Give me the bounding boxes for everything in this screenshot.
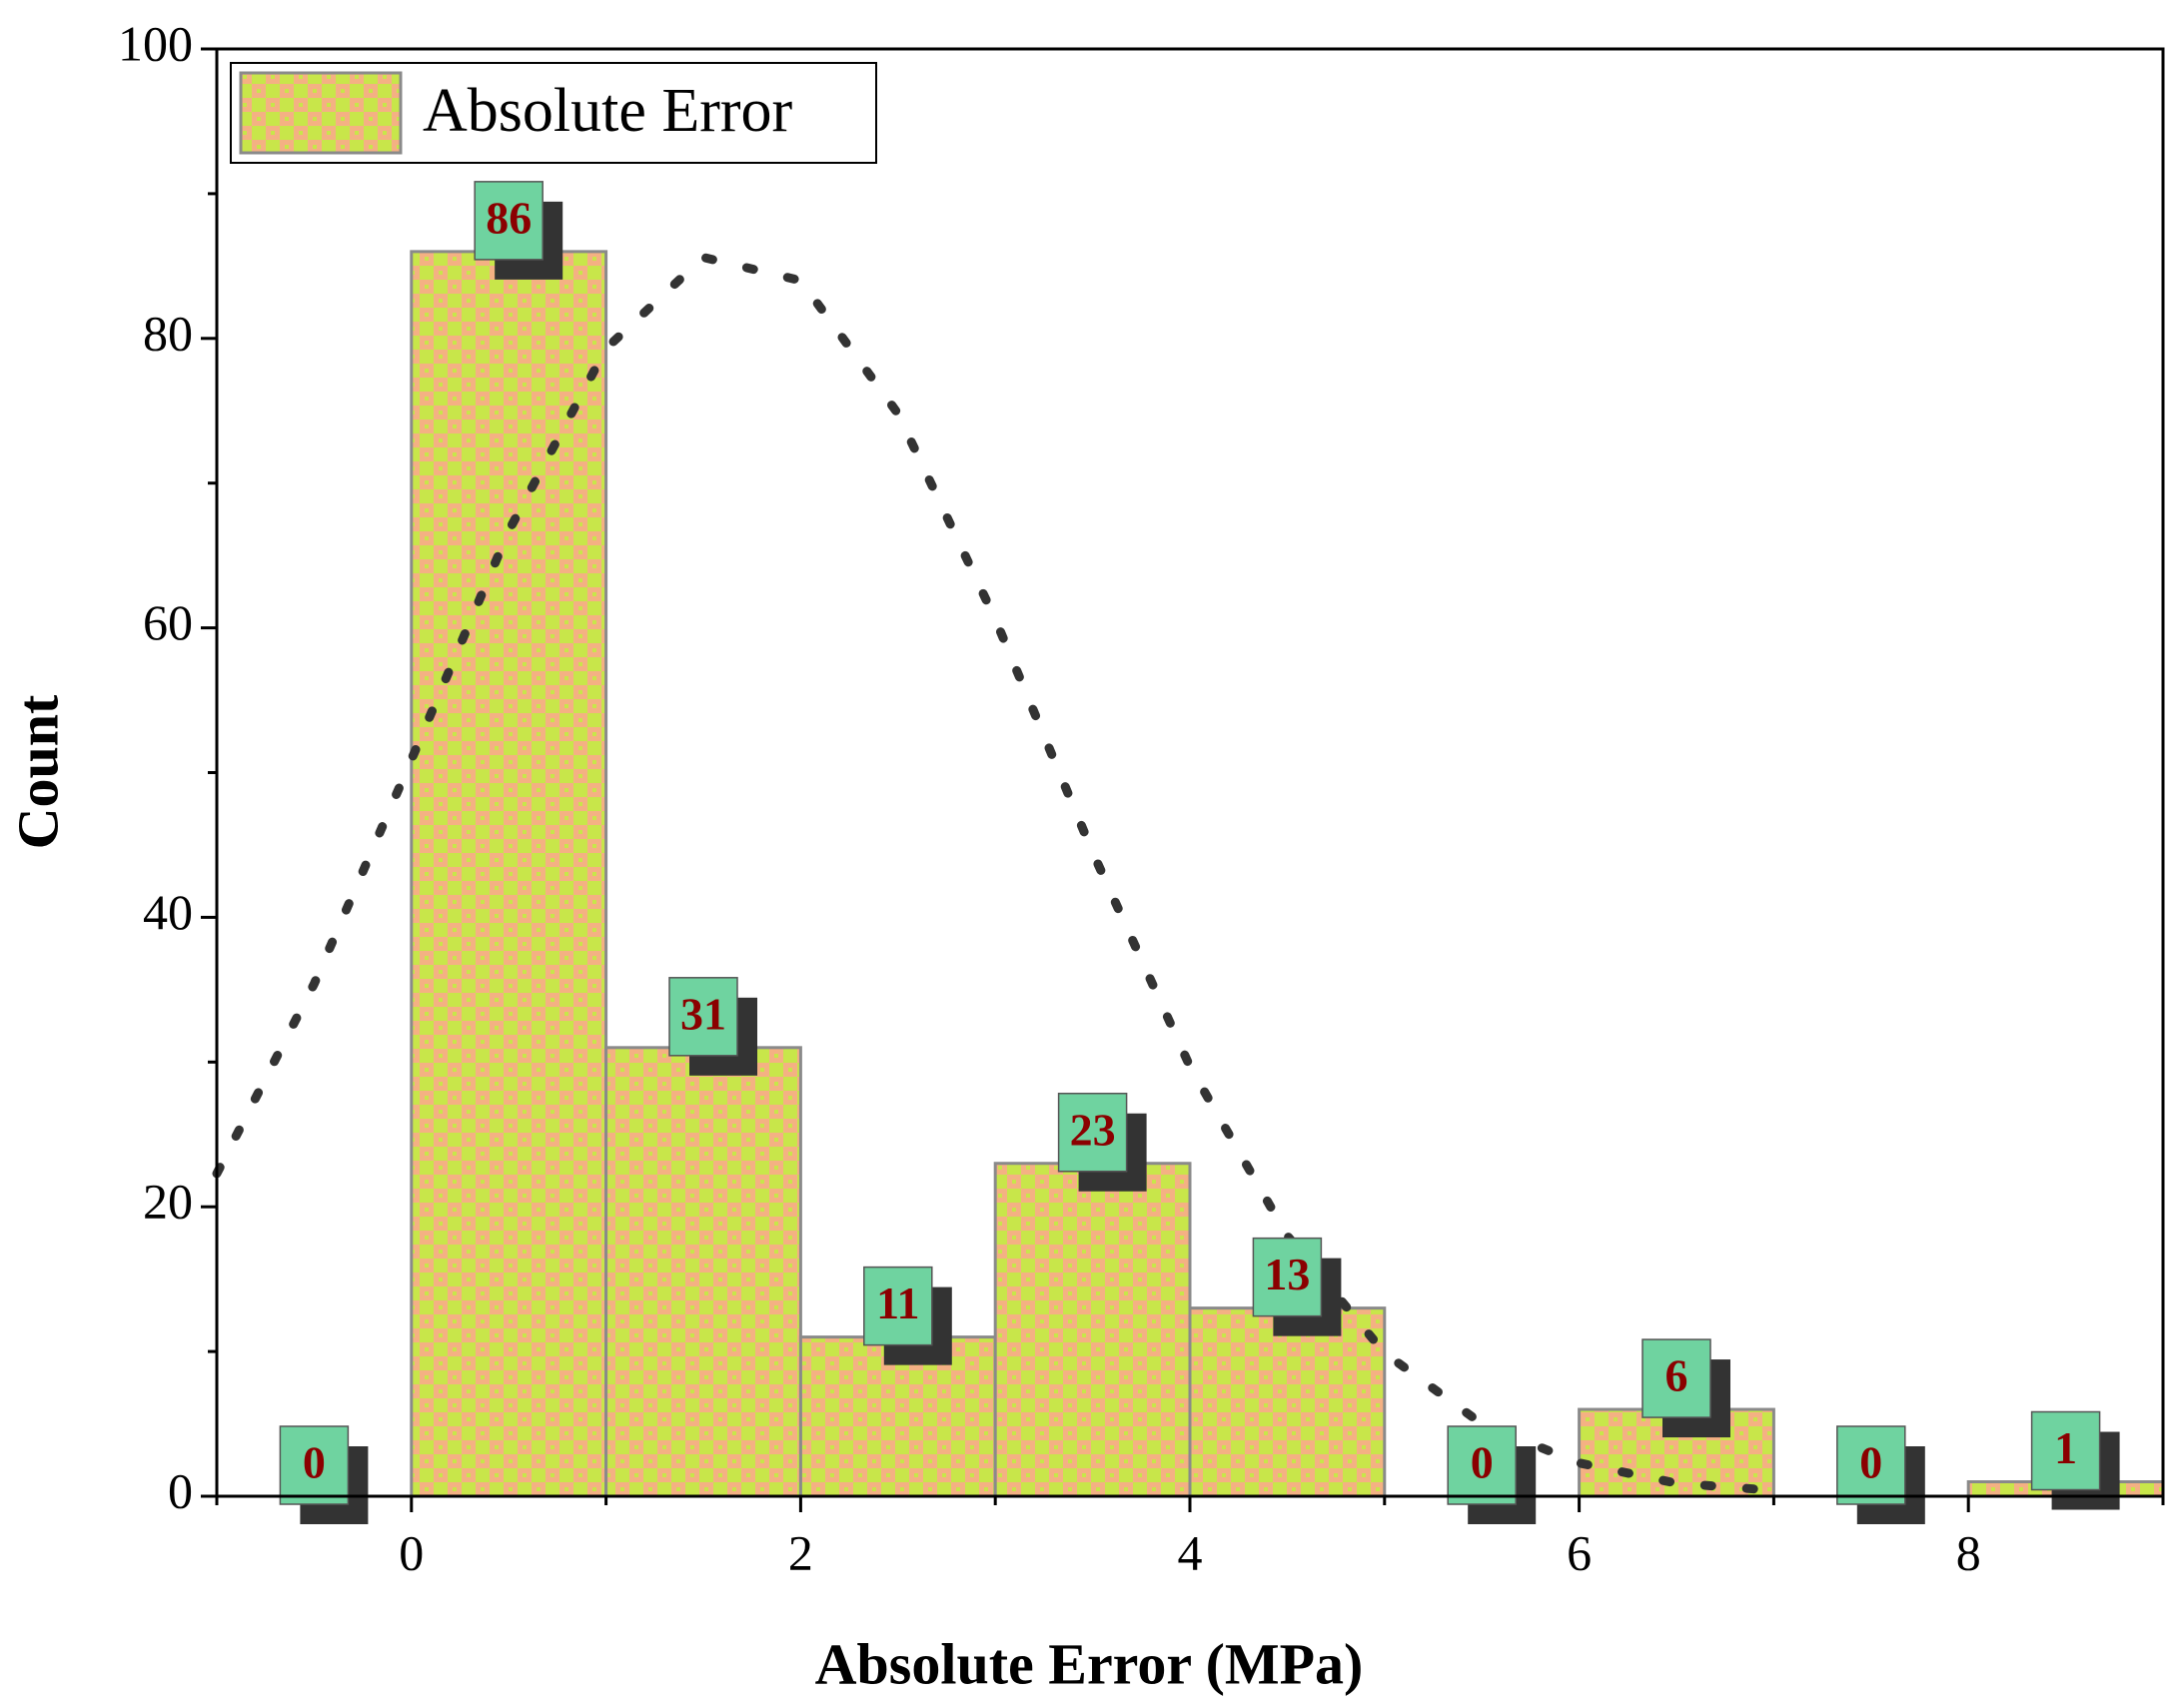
y-tick-label: 80 <box>143 305 193 361</box>
label-box <box>1447 1425 1517 1505</box>
bar <box>993 1162 1192 1498</box>
x-tick-label: 6 <box>1567 1524 1592 1580</box>
x-axis-title: Absolute Error (MPa) <box>815 1631 1364 1696</box>
data-label: 86 <box>486 192 532 243</box>
label-box <box>1057 1092 1128 1173</box>
y-tick-label: 100 <box>118 15 193 71</box>
bar <box>604 1046 802 1498</box>
y-tick-label: 0 <box>168 1462 193 1518</box>
x-tick-label: 2 <box>788 1524 813 1580</box>
label-box <box>1641 1338 1711 1418</box>
y-tick-label: 60 <box>143 594 193 650</box>
bar <box>410 250 608 1498</box>
label-box <box>474 181 544 261</box>
y-tick-label: 20 <box>143 1174 193 1230</box>
data-label: 0 <box>303 1437 326 1488</box>
legend-label: Absolute Error <box>423 77 793 145</box>
data-label: 1 <box>2054 1422 2077 1473</box>
x-tick-label: 4 <box>1178 1524 1203 1580</box>
data-label: 0 <box>1859 1437 1882 1488</box>
data-label: 6 <box>1665 1350 1688 1401</box>
data-label: 0 <box>1471 1437 1494 1488</box>
x-tick-label: 8 <box>1956 1524 1981 1580</box>
y-tick-label: 40 <box>143 884 193 940</box>
data-label: 13 <box>1264 1249 1310 1299</box>
label-box <box>279 1425 350 1505</box>
y-axis-title: Count <box>5 694 70 849</box>
label-box <box>863 1266 933 1346</box>
data-label: 11 <box>876 1278 919 1328</box>
data-label: 23 <box>1070 1104 1116 1155</box>
label-box <box>1836 1425 1906 1505</box>
label-box <box>668 977 738 1057</box>
bar <box>1188 1306 1387 1498</box>
label-box <box>2030 1410 2101 1491</box>
data-label: 31 <box>680 988 726 1039</box>
legend-swatch <box>239 71 403 155</box>
label-box <box>1252 1237 1323 1317</box>
x-tick-label: 0 <box>399 1524 424 1580</box>
